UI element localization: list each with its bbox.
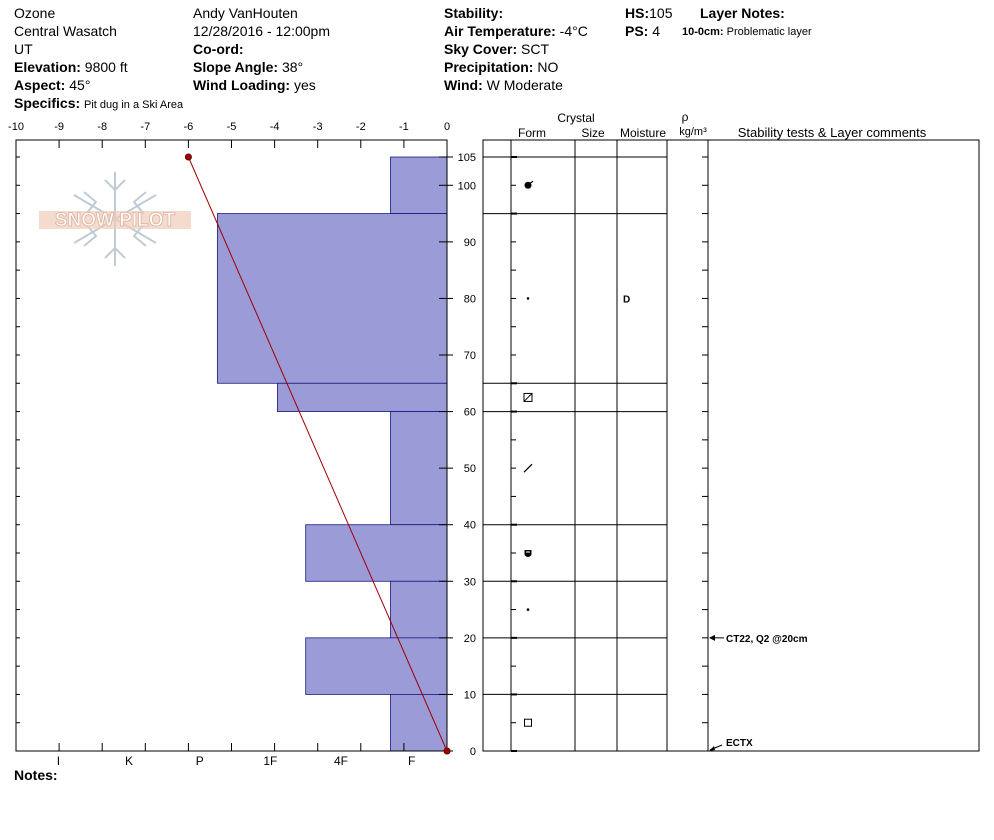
temp-tick-label: 0 [444, 121, 450, 133]
hardness-tick-label: 4F [334, 754, 348, 768]
header-moisture: Moisture [620, 126, 666, 140]
temperature-point [184, 153, 192, 161]
datetime: 12/28/2016 - 12:00pm [193, 23, 330, 39]
stability-test-text: CT22, Q2 @20cm [726, 634, 808, 645]
height-tick-label: 90 [464, 237, 476, 249]
cup-icon [524, 550, 532, 557]
pointer-arrow-icon [709, 634, 715, 641]
height-tick-label: 20 [464, 633, 476, 645]
temperature-point [443, 747, 451, 755]
hardness-tick-label: F [408, 754, 415, 768]
air-temperature: Air Temperature: -4°C [444, 23, 588, 39]
height-tick-label: 0 [470, 746, 476, 758]
box-slash [523, 393, 533, 402]
hardness-tick-label: 1F [263, 754, 277, 768]
hardness-bar [305, 637, 448, 695]
temp-tick-label: -10 [8, 121, 24, 133]
slash-icon [523, 463, 533, 473]
crystal-form-slash-icon [523, 463, 533, 473]
header-form: Form [518, 126, 546, 140]
hs: HS:105 [625, 5, 673, 21]
crystal-form-cup-icon [524, 550, 532, 557]
aspect: Aspect: 45° [14, 77, 91, 93]
height-tick-label: 80 [464, 293, 476, 305]
height-tick-label: 10 [464, 689, 476, 701]
temp-tick-label: -3 [313, 121, 323, 133]
dot-icon [526, 297, 530, 300]
header-stability: Stability tests & Layer comments [738, 125, 927, 140]
height-tick-label: 50 [464, 463, 476, 475]
hardness-bar [390, 694, 448, 752]
temp-tick-label: -7 [140, 121, 150, 133]
snowpilot-logo: SNOW PILOT [39, 172, 191, 266]
crystal-form-square-icon [524, 718, 532, 727]
wind: Wind: W Moderate [444, 77, 563, 93]
temp-tick-label: -6 [184, 121, 194, 133]
crystal-form-dot-icon [526, 297, 530, 300]
table-frame [482, 139, 980, 752]
height-tick-label: 40 [464, 520, 476, 532]
hardness-tick-label: K [125, 754, 133, 768]
temp-tick-label: -9 [54, 121, 64, 133]
notes-label: Notes: [14, 767, 58, 783]
stability-test: CT22, Q2 @20cm [709, 634, 808, 645]
observer: Andy VanHouten [193, 5, 298, 21]
box-icon [523, 392, 533, 402]
moisture-value: D [623, 294, 630, 305]
stability-test: ECTX [709, 738, 753, 751]
specifics: Specifics: Pit dug in a Ski Area [14, 95, 184, 111]
header-size: Size [581, 126, 605, 140]
sky-cover: Sky Cover: SCT [444, 41, 550, 57]
temp-tick-label: -8 [97, 121, 107, 133]
crystal-form-boxslash-icon [523, 392, 533, 402]
layer-notes-label: Layer Notes: [700, 5, 785, 21]
temp-tick-label: -4 [270, 121, 280, 133]
temperature-line [187, 156, 448, 752]
hardness-temperature-graph: -10 -9 -8 -7 -6 -5 -4 -3 -2 -1 0I K P 1F 4F F0102030405… [8, 121, 476, 768]
hardness-bar [390, 411, 448, 526]
hardness-bar [390, 580, 448, 639]
logo-text: SNOW PILOT [55, 210, 176, 231]
hardness-bar [390, 156, 448, 214]
hardness-bar [216, 213, 448, 384]
range: Central Wasatch [14, 23, 117, 39]
height-tick-label: 60 [464, 407, 476, 419]
stability: Stability: [444, 5, 504, 21]
hardness-bar [277, 382, 448, 412]
elevation: Elevation: 9800 ft [14, 59, 128, 75]
layer-table: Crystal Form Size Moisture ρ kg/m³ Stability t… [482, 110, 980, 752]
hardness-tick-label: P [196, 754, 204, 768]
ps: PS: 4 [625, 23, 661, 39]
wind-loading: Wind Loading: yes [193, 77, 316, 93]
height-tick-label: 70 [464, 350, 476, 362]
temp-tick-label: -1 [399, 121, 409, 133]
dot-icon [526, 608, 530, 611]
pointer-arrow-icon [709, 746, 715, 751]
crystal-form-graupel-icon [524, 180, 534, 189]
hardness-tick-label: I [57, 754, 60, 768]
graupel-stroke [525, 180, 534, 187]
state: UT [14, 41, 33, 57]
layer-note: 10-0cm: Problematic layer [682, 26, 812, 38]
header-density-unit: kg/m³ [679, 126, 707, 138]
slope-angle: Slope Angle: 38° [193, 59, 304, 75]
height-tick-label: 105 [458, 152, 476, 164]
temp-tick-label: -2 [356, 121, 366, 133]
precipitation: Precipitation: NO [444, 59, 559, 75]
header-rho: ρ [682, 110, 689, 124]
header-crystal: Crystal [557, 111, 594, 125]
coord: Co-ord: [193, 41, 244, 57]
square-icon [524, 718, 532, 727]
location: Ozone [14, 5, 56, 21]
crystal-form-dot-icon [526, 608, 530, 611]
hardness-bar [305, 524, 448, 582]
temp-tick-label: -5 [227, 121, 237, 133]
height-tick-label: 30 [464, 576, 476, 588]
stability-test-text: ECTX [726, 738, 753, 749]
height-tick-label: 100 [458, 180, 476, 192]
